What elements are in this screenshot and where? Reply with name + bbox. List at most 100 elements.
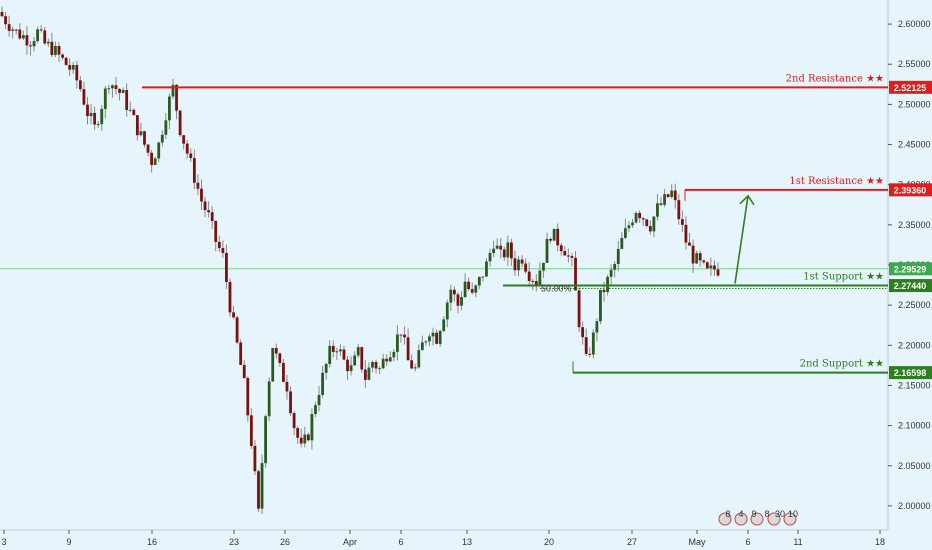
- candle-body[interactable]: [452, 289, 456, 295]
- candle-body[interactable]: [495, 245, 499, 249]
- candle-body[interactable]: [556, 228, 560, 246]
- candle-body[interactable]: [239, 342, 243, 365]
- candle-body[interactable]: [595, 321, 599, 333]
- candle-body[interactable]: [296, 428, 300, 438]
- candle-body[interactable]: [716, 269, 720, 276]
- candle-body[interactable]: [520, 259, 524, 264]
- candle-body[interactable]: [11, 29, 15, 31]
- candle-body[interactable]: [185, 143, 189, 154]
- candle-body[interactable]: [538, 270, 542, 286]
- candle-body[interactable]: [82, 89, 86, 105]
- candle-body[interactable]: [157, 142, 161, 159]
- candle-body[interactable]: [663, 194, 666, 205]
- candle-body[interactable]: [695, 253, 699, 264]
- candle-body[interactable]: [114, 85, 118, 90]
- candle-body[interactable]: [545, 239, 549, 263]
- candle-body[interactable]: [613, 264, 617, 270]
- candle-body[interactable]: [317, 394, 321, 406]
- candle-body[interactable]: [691, 245, 695, 264]
- candle-body[interactable]: [335, 351, 339, 353]
- candle-body[interactable]: [474, 285, 478, 293]
- candle-body[interactable]: [160, 134, 164, 143]
- candle-body[interactable]: [381, 358, 385, 369]
- candle-body[interactable]: [527, 271, 531, 282]
- candle-body[interactable]: [506, 242, 510, 258]
- candle-body[interactable]: [388, 357, 392, 362]
- candle-body[interactable]: [285, 381, 289, 392]
- candle-body[interactable]: [666, 194, 670, 198]
- candle-body[interactable]: [260, 463, 264, 509]
- candle-body[interactable]: [282, 362, 285, 382]
- candle-body[interactable]: [178, 110, 182, 136]
- candle-body[interactable]: [431, 332, 435, 337]
- candle-body[interactable]: [150, 152, 154, 165]
- candle-body[interactable]: [89, 112, 93, 117]
- candle-body[interactable]: [577, 290, 581, 328]
- candle-body[interactable]: [214, 220, 218, 242]
- candle-body[interactable]: [509, 242, 513, 259]
- candle-body[interactable]: [118, 89, 121, 93]
- candle-body[interactable]: [246, 378, 250, 416]
- candle-body[interactable]: [588, 353, 592, 355]
- candle-body[interactable]: [645, 219, 649, 227]
- candle-body[interactable]: [36, 29, 40, 42]
- candle-body[interactable]: [29, 45, 32, 47]
- candle-body[interactable]: [192, 158, 196, 183]
- candle-body[interactable]: [559, 245, 563, 252]
- candle-body[interactable]: [32, 41, 36, 47]
- candle-body[interactable]: [428, 336, 431, 342]
- candle-body[interactable]: [403, 334, 406, 338]
- event-flag-icon[interactable]: [734, 512, 748, 526]
- candle-body[interactable]: [257, 471, 260, 509]
- candle-body[interactable]: [132, 109, 136, 116]
- candle-body[interactable]: [566, 255, 570, 257]
- candle-body[interactable]: [680, 219, 684, 225]
- candle-body[interactable]: [207, 210, 211, 213]
- candle-body[interactable]: [264, 416, 268, 464]
- candle-body[interactable]: [25, 35, 29, 46]
- candle-body[interactable]: [93, 112, 97, 125]
- event-flag-icon[interactable]: [718, 512, 732, 526]
- candle-body[interactable]: [709, 265, 713, 269]
- candle-body[interactable]: [424, 341, 428, 343]
- candle-body[interactable]: [609, 269, 613, 277]
- candle-body[interactable]: [705, 262, 709, 269]
- candle-body[interactable]: [217, 241, 221, 249]
- candle-body[interactable]: [652, 216, 656, 232]
- candle-body[interactable]: [0, 12, 4, 17]
- candle-body[interactable]: [125, 89, 129, 110]
- candle-body[interactable]: [68, 65, 72, 70]
- candle-body[interactable]: [232, 312, 235, 318]
- candle-body[interactable]: [249, 415, 253, 446]
- candle-body[interactable]: [396, 334, 399, 352]
- candle-body[interactable]: [353, 355, 357, 366]
- candle-body[interactable]: [242, 364, 246, 379]
- candle-body[interactable]: [371, 361, 374, 368]
- candle-body[interactable]: [467, 281, 471, 290]
- candle-body[interactable]: [200, 188, 203, 202]
- candle-body[interactable]: [225, 252, 228, 282]
- candle-body[interactable]: [399, 334, 403, 336]
- candle-body[interactable]: [616, 248, 620, 265]
- candle-body[interactable]: [499, 245, 503, 250]
- candle-body[interactable]: [78, 80, 82, 90]
- candle-body[interactable]: [670, 190, 674, 198]
- candle-body[interactable]: [534, 281, 538, 286]
- event-flag-icon[interactable]: [767, 512, 781, 526]
- candle-body[interactable]: [253, 445, 257, 472]
- candle-body[interactable]: [570, 255, 574, 258]
- candle-body[interactable]: [517, 259, 520, 271]
- candle-body[interactable]: [274, 348, 278, 354]
- candle-body[interactable]: [135, 115, 139, 136]
- candle-body[interactable]: [182, 135, 186, 144]
- candle-body[interactable]: [349, 365, 353, 372]
- candle-body[interactable]: [146, 144, 150, 153]
- candle-body[interactable]: [531, 281, 535, 283]
- candle-body[interactable]: [606, 276, 609, 293]
- candle-body[interactable]: [71, 64, 75, 70]
- candle-body[interactable]: [488, 253, 492, 262]
- candle-body[interactable]: [203, 201, 207, 211]
- candle-body[interactable]: [492, 248, 495, 254]
- event-flag-icon[interactable]: [750, 512, 764, 526]
- candle-body[interactable]: [321, 372, 324, 395]
